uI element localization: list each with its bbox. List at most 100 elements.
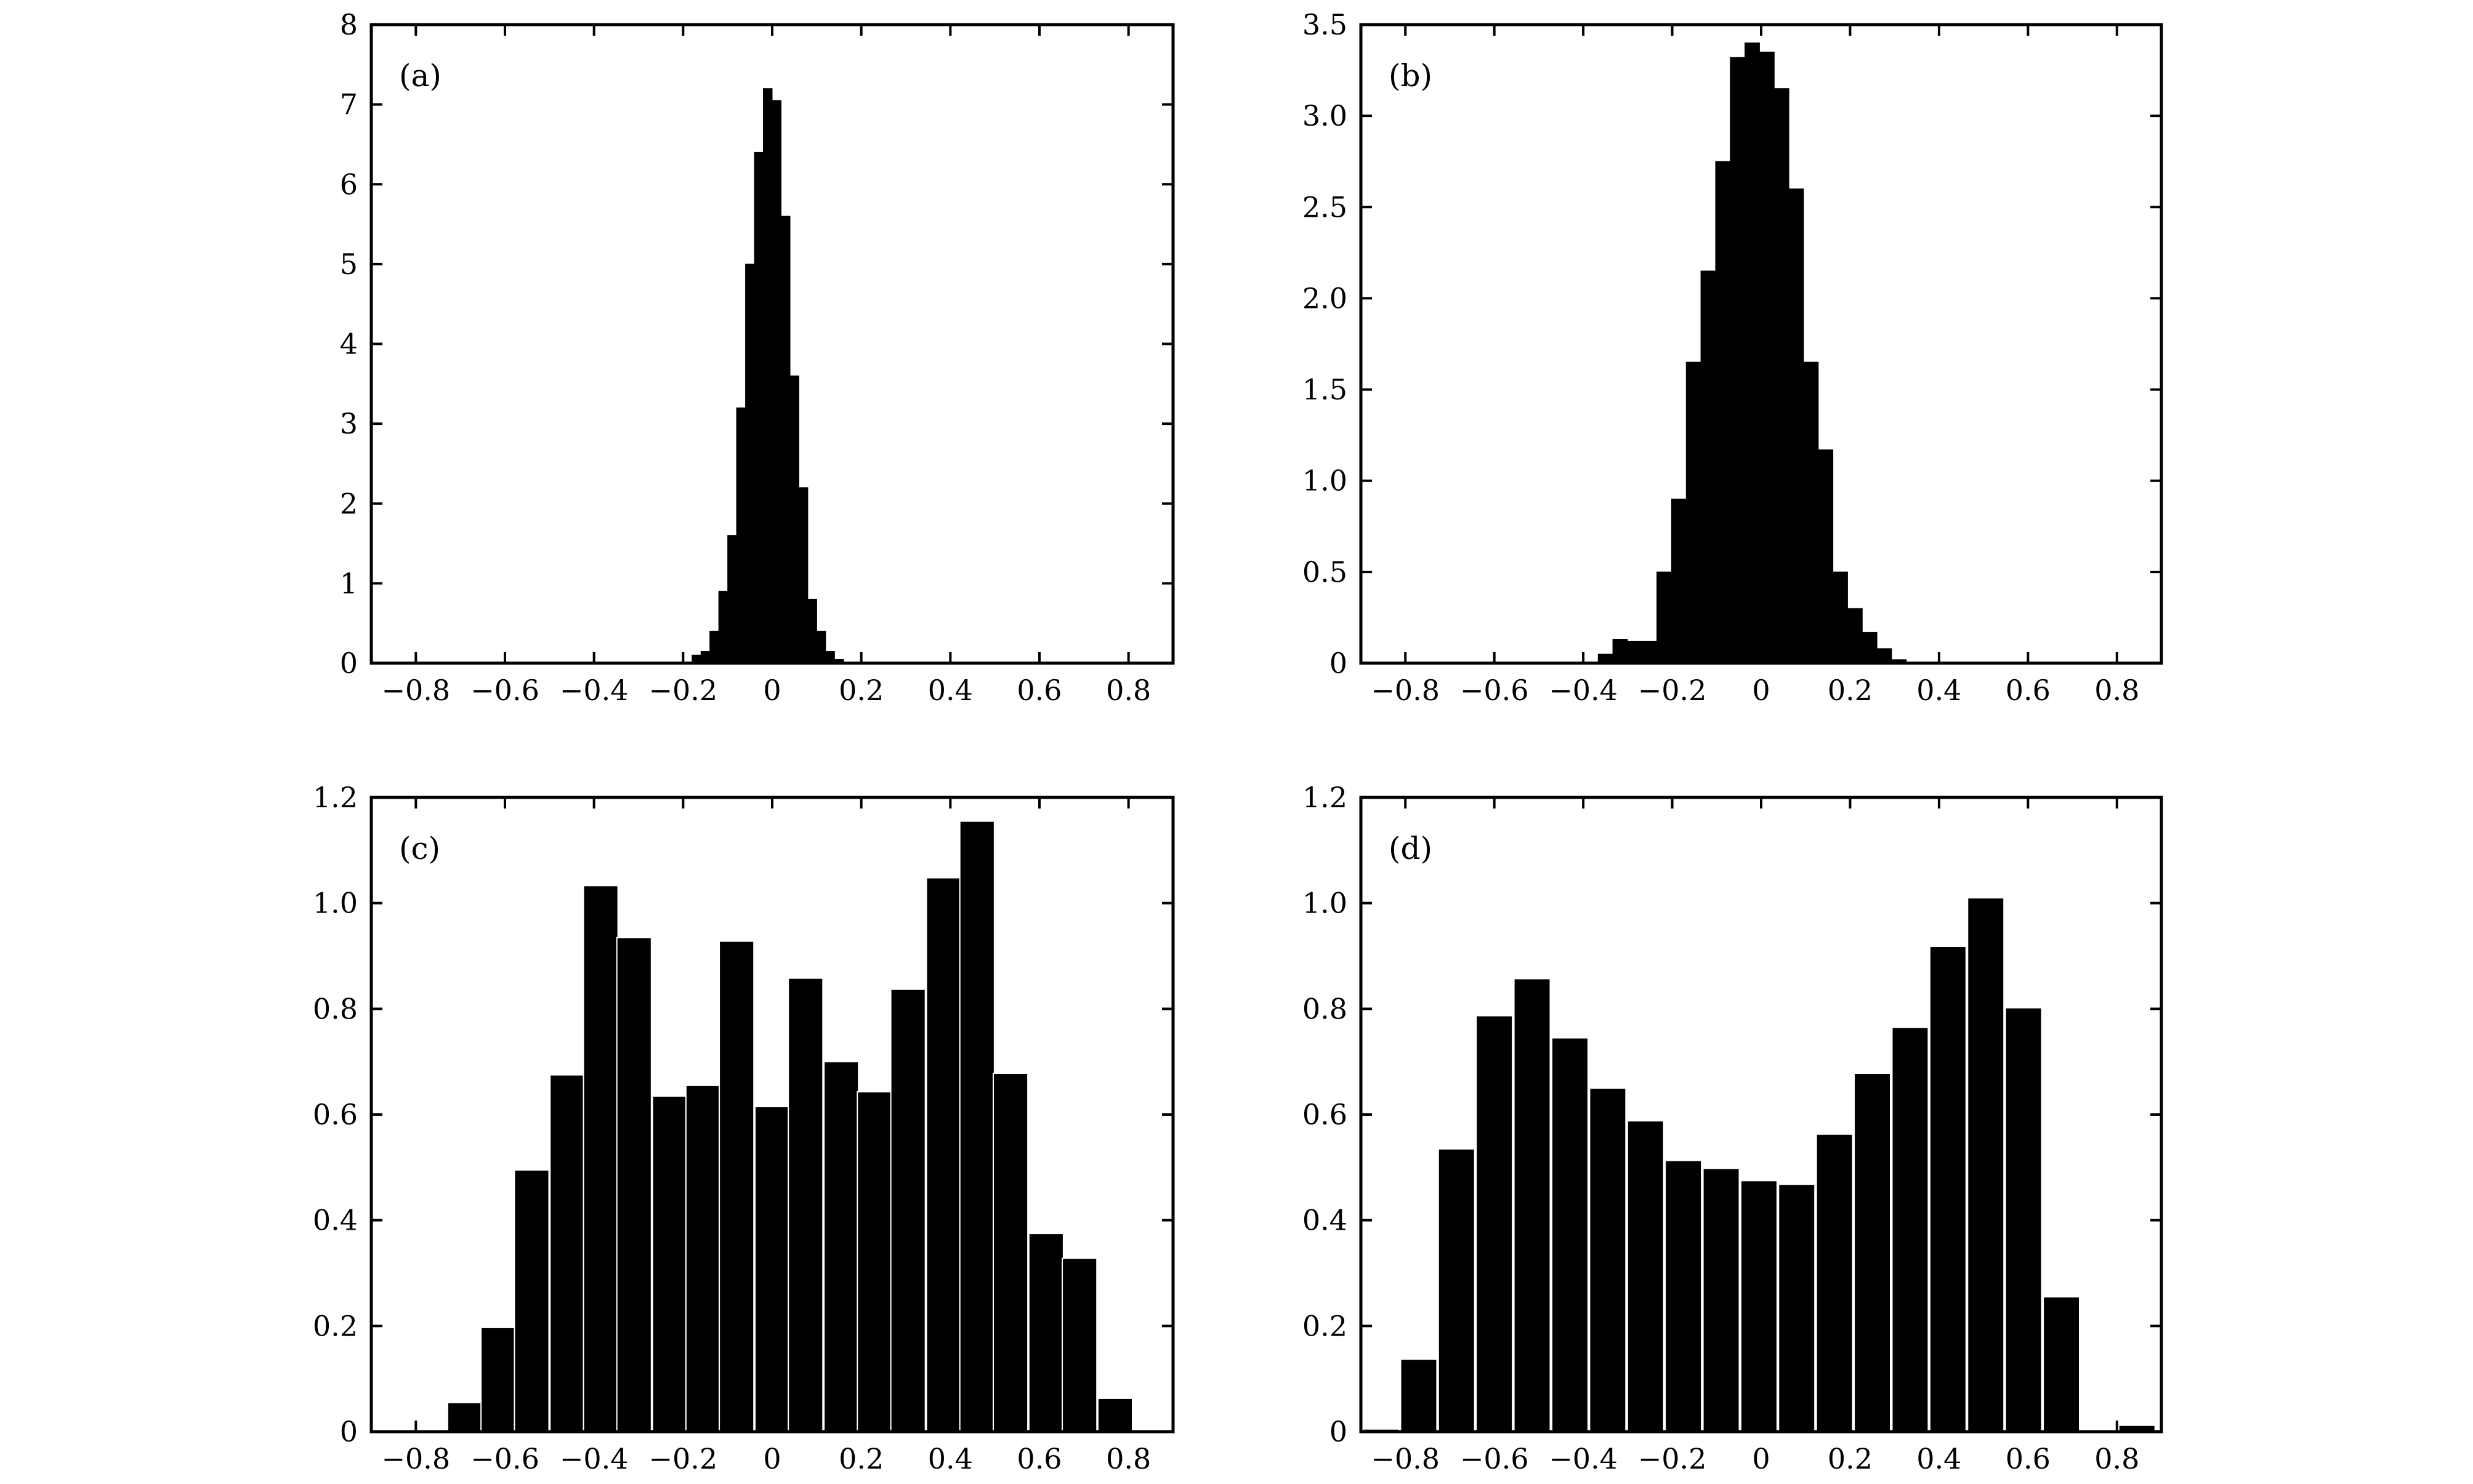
x-tick-label: 0.4 [928,1442,973,1475]
x-tick-label: −0.2 [1638,1442,1707,1475]
y-tick-label: 2.0 [1302,281,1347,315]
y-tick-label: 1.2 [313,781,358,814]
histogram-bar [1589,1087,1627,1432]
histogram-bar [1759,51,1775,664]
x-tick-label: 0 [1752,674,1770,707]
histogram-bar [709,631,719,664]
x-tick-label: −0.8 [381,1442,450,1475]
histogram-bar [1773,88,1789,664]
y-tick-label: 4 [340,328,358,361]
histogram-bar [1876,648,1892,664]
histogram-bar [823,1061,860,1432]
x-tick-label: 0.4 [928,674,973,707]
histogram-bar [1097,1397,1134,1432]
histogram-bar [727,535,737,664]
histogram-bar [1745,42,1760,664]
y-tick-label: 0 [1329,647,1347,680]
y-tick-label: 1.5 [1302,373,1347,406]
panel-label: (c) [399,831,440,866]
histogram-bar [1437,1148,1475,1433]
x-tick-label: 0 [763,1442,781,1475]
histogram-bar [1702,1167,1740,1432]
y-tick-label: 5 [340,248,358,281]
y-tick-label: 1.0 [1302,464,1347,498]
x-tick-label: 0.8 [2094,674,2139,707]
histogram-bar [685,1084,722,1433]
x-tick-label: 0.4 [1916,674,1961,707]
histogram-bar [514,1169,550,1432]
histogram-bar [1778,1184,1816,1433]
y-tick-label: 3.5 [1302,8,1347,41]
panel-label: (a) [399,58,442,94]
y-tick-label: 1.0 [313,887,358,920]
y-tick-label: 7 [340,88,358,121]
y-tick-label: 2 [340,487,358,520]
histogram-bar [890,988,926,1432]
histogram-bar [763,88,773,664]
x-tick-label: −0.6 [470,674,539,707]
x-tick-label: 0.8 [2094,1442,2139,1475]
histogram-bar [1715,161,1731,664]
histogram-bar [857,1091,893,1432]
x-tick-label: 0.4 [1916,1442,1961,1475]
x-tick-label: 0.6 [1017,1442,1062,1475]
x-tick-label: −0.2 [1638,674,1707,707]
x-tick-label: −0.2 [648,1442,717,1475]
histogram-bar [1642,640,1658,664]
y-tick-label: 0 [1329,1415,1347,1448]
histogram-bar [700,651,711,664]
histogram-bar [781,216,791,664]
y-tick-label: 0.8 [313,992,358,1025]
y-tick-label: 1 [340,567,358,600]
histogram-bar [652,1095,688,1432]
histogram-bar [926,877,962,1432]
x-tick-label: 0.2 [1828,1442,1873,1475]
y-tick-label: 3.0 [1302,99,1347,132]
histogram-bar [1818,449,1834,664]
x-tick-label: −0.2 [648,674,717,707]
y-tick-label: 3 [340,407,358,440]
y-tick-label: 2.5 [1302,190,1347,224]
histogram-bar [1664,1159,1703,1432]
histogram-bar [788,977,824,1432]
x-tick-label: −0.8 [1371,1442,1440,1475]
panel-c: −0.8 −0.6 −0.4 −0.2 0 0.2 0.4 0.6 0.8 0 0.2 0.4 0.6 0… [313,781,1175,1475]
y-tick-label: 0.2 [1302,1309,1347,1342]
histogram-bar [807,599,817,664]
x-tick-label: −0.8 [381,674,450,707]
histogram-bar [1513,978,1551,1432]
panel-d: −0.8 −0.6 −0.4 −0.2 0 0.2 0.4 0.6 0.8 0 0.2 0.4 0.6 0… [1302,781,2163,1475]
histogram-bar [1815,1133,1854,1433]
histogram-bar [719,940,755,1432]
histogram-bar [549,1074,586,1432]
histogram-bar [1400,1358,1438,1432]
histogram-bar [1612,639,1628,664]
histogram-bar [1656,571,1672,664]
histogram-bar [1803,361,1819,664]
x-tick-label: −0.6 [1460,1442,1529,1475]
panel-a: −0.8 −0.6 −0.4 −0.2 0 0.2 0.4 0.6 0.8 0 1 2 3 4 5 6 7 8 (a… [340,8,1175,707]
histogram-bar [1700,270,1716,664]
y-tick-label: 6 [340,167,358,201]
x-tick-label: −0.6 [1460,674,1529,707]
histogram-bar [1685,361,1701,664]
histogram-bar [1475,1015,1514,1432]
y-tick-label: 0 [340,1415,358,1448]
x-tick-label: −0.4 [1549,674,1618,707]
panel-label: (b) [1389,58,1432,94]
histogram-bar [1551,1037,1589,1432]
histogram-bar [1740,1180,1778,1433]
y-tick-label: 1.0 [1302,887,1347,920]
y-tick-label: 0.4 [313,1204,358,1237]
histogram-bar [1627,640,1643,664]
histogram-bar [1062,1257,1098,1432]
histogram-bar [583,885,619,1433]
histogram-bar [1862,632,1878,664]
y-tick-label: 0 [340,647,358,680]
histogram-bar [1854,1073,1892,1432]
x-tick-label: −0.8 [1371,674,1440,707]
y-tick-label: 0.4 [1302,1204,1347,1237]
x-tick-label: 0.8 [1106,1442,1151,1475]
y-tick-label: 0.8 [1302,992,1347,1025]
